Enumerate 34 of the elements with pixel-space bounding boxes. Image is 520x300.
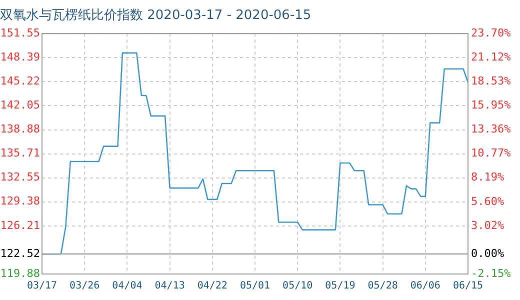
y2-tick-label: 3.02% — [471, 218, 504, 232]
y-tick-label: 148.39 — [0, 50, 40, 64]
y2-tick-label: 18.53% — [471, 74, 512, 88]
y-tick-label: 145.22 — [0, 74, 40, 88]
y2-tick-label: 5.60% — [471, 194, 504, 208]
x-tick-label: 06/06 — [410, 280, 440, 292]
x-tick-label: 04/22 — [197, 280, 228, 292]
y2-tick-label: 23.70% — [471, 26, 512, 40]
x-tick-label: 03/17 — [26, 280, 58, 292]
x-tick-label: 06/15 — [452, 280, 484, 292]
y-tick-label: 126.21 — [0, 218, 40, 232]
y-tick-label: 132.55 — [0, 170, 40, 184]
x-tick-label: 05/10 — [282, 280, 313, 292]
y-tick-label: 129.38 — [0, 194, 40, 208]
x-tick-label: 03/26 — [70, 280, 100, 292]
x-tick-label: 04/04 — [112, 280, 142, 292]
y-tick-label: 119.88 — [0, 266, 40, 280]
y-tick-label: 122.52 — [0, 246, 40, 260]
y2-tick-label: 13.36% — [471, 122, 512, 136]
y2-tick-label: 0.00% — [471, 246, 504, 260]
y2-tick-label: 21.12% — [471, 50, 512, 64]
y2-tick-label: 8.19% — [471, 170, 504, 184]
chart-title: 双氧水与瓦楞纸比价指数 2020-03-17 - 2020-06-15 — [0, 8, 312, 24]
x-tick-label: 05/01 — [240, 280, 270, 292]
y-tick-label: 135.71 — [0, 146, 40, 160]
y-tick-label: 138.88 — [0, 122, 40, 136]
y-tick-label: 142.05 — [0, 98, 40, 112]
y2-tick-label: 10.77% — [471, 146, 512, 160]
y-tick-label: 151.55 — [0, 26, 40, 40]
y2-tick-label: -2.15% — [471, 266, 512, 280]
x-tick-label: 05/28 — [368, 280, 398, 292]
y2-tick-label: 15.95% — [471, 98, 512, 112]
x-tick-label: 05/19 — [325, 280, 356, 292]
x-tick-label: 04/13 — [154, 280, 185, 292]
